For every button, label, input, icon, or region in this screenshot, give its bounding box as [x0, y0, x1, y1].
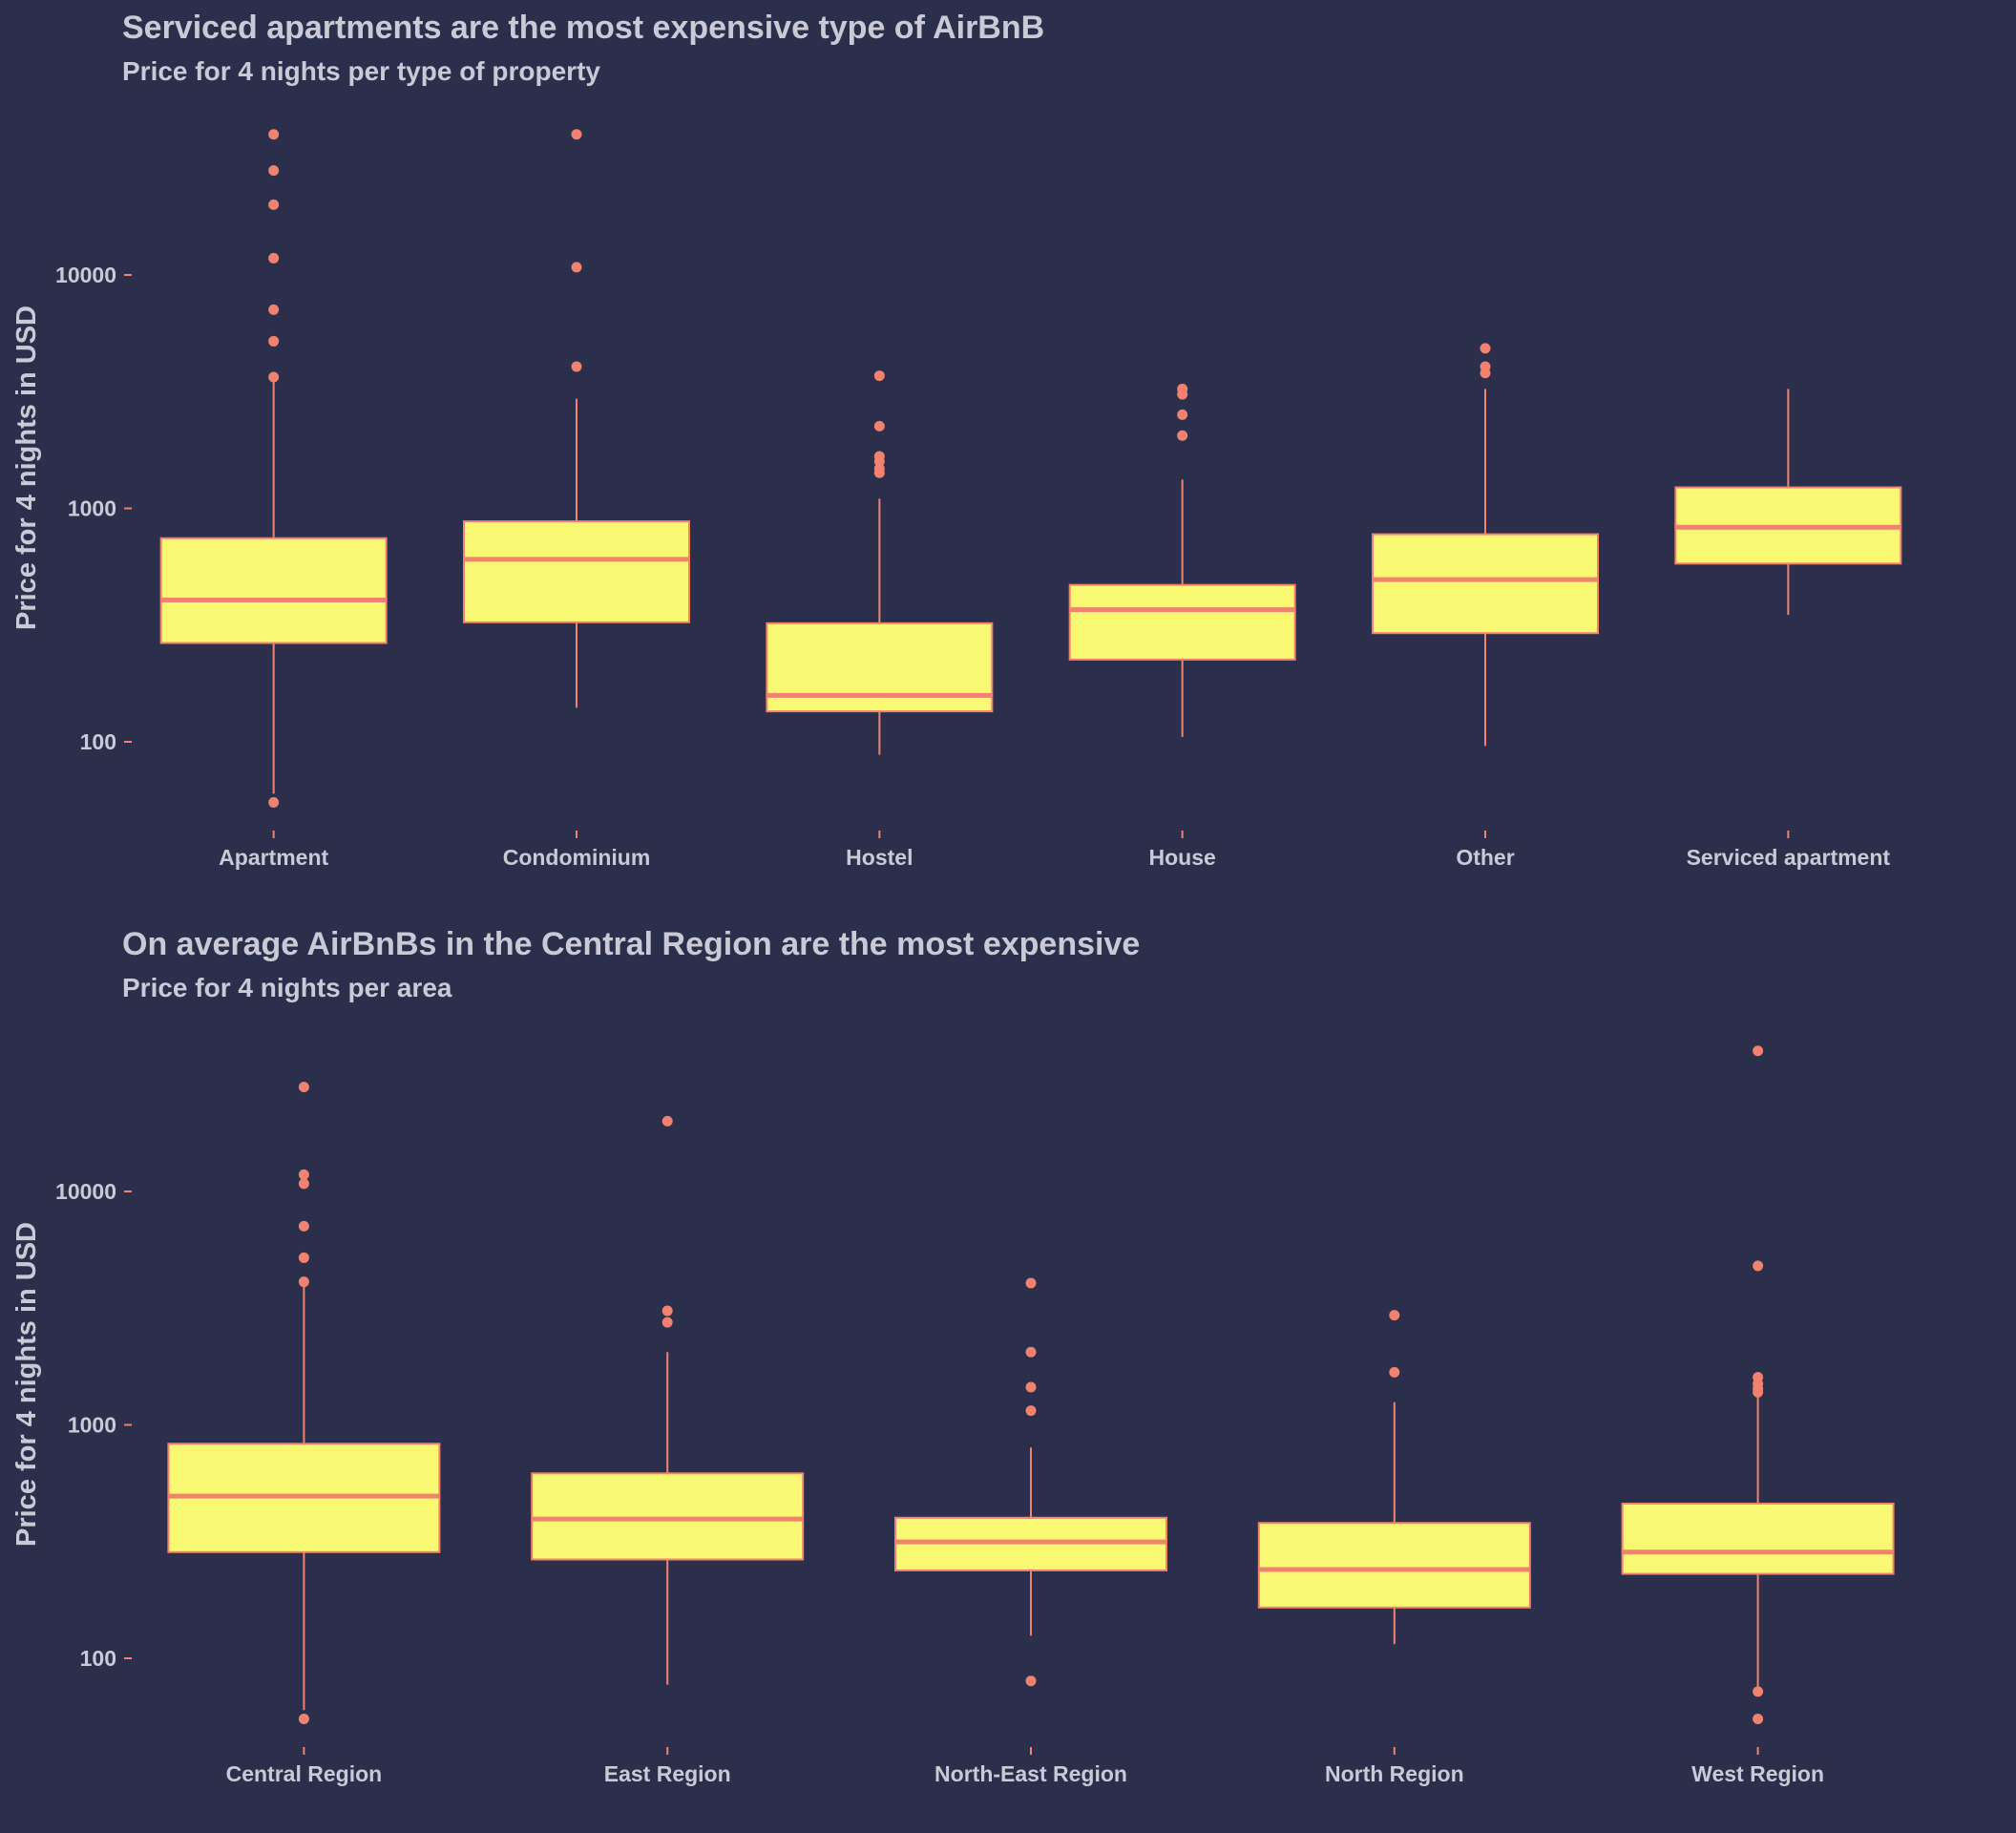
x-tick-label: Apartment — [219, 845, 328, 870]
chart-title: On average AirBnBs in the Central Region… — [122, 926, 1140, 962]
y-tick-label: 100 — [80, 1646, 116, 1671]
y-tick-label: 100 — [80, 729, 116, 754]
outlier-point — [1177, 430, 1188, 441]
x-tick-label: Other — [1456, 845, 1514, 870]
box-north-east-region: North-East Region — [894, 1277, 1167, 1786]
outlier-point — [298, 1220, 309, 1232]
outlier-point — [1753, 1260, 1764, 1272]
outlier-point — [873, 420, 885, 432]
outlier-point — [268, 335, 280, 347]
box-other: Other — [1372, 343, 1599, 870]
outlier-point — [298, 1082, 309, 1093]
chart-panel-property-type: Serviced apartments are the most expensi… — [11, 10, 1902, 870]
box-serviced-apartment: Serviced apartment — [1674, 389, 1902, 870]
box-condominium: Condominium — [463, 129, 690, 870]
outlier-point — [662, 1115, 673, 1127]
outlier-point — [1753, 1372, 1764, 1383]
outlier-point — [298, 1178, 309, 1190]
box-apartment: Apartment — [159, 129, 388, 870]
outlier-point — [662, 1317, 673, 1328]
x-tick-label: Condominium — [503, 845, 651, 870]
outlier-point — [1025, 1277, 1037, 1289]
outlier-point — [298, 1252, 309, 1263]
x-tick-label: Serviced apartment — [1687, 845, 1891, 870]
outlier-point — [268, 165, 280, 177]
box-iqr — [1621, 1502, 1895, 1575]
outlier-point — [1480, 343, 1491, 354]
x-tick-label: House — [1149, 845, 1216, 870]
outlier-point — [1753, 1713, 1764, 1724]
outlier-point — [873, 463, 885, 474]
outlier-point — [873, 451, 885, 462]
box-iqr — [1068, 583, 1296, 661]
box-iqr — [463, 520, 690, 623]
box-house: House — [1068, 383, 1296, 870]
outlier-point — [662, 1305, 673, 1317]
box-east-region: East Region — [531, 1115, 805, 1786]
box-iqr — [159, 537, 388, 644]
outlier-point — [571, 129, 582, 140]
outlier-point — [571, 262, 582, 273]
outlier-point — [1025, 1405, 1037, 1417]
box-west-region: West Region — [1621, 1045, 1895, 1786]
box-iqr — [1257, 1522, 1531, 1609]
outlier-point — [873, 370, 885, 382]
chart-subtitle: Price for 4 nights per area — [122, 973, 452, 1002]
y-axis-label: Price for 4 nights in USD — [11, 306, 42, 630]
plot-area: 100 1000 10000 Apartment Condominium Hostel Ho… — [55, 129, 1902, 870]
outlier-point — [298, 1713, 309, 1724]
x-tick-label: Central Region — [226, 1761, 383, 1786]
x-tick-label: North Region — [1325, 1761, 1464, 1786]
chart-subtitle: Price for 4 nights per type of property — [122, 56, 600, 86]
plot-area: 100 1000 10000 Central Region East Region Nor… — [55, 1045, 1895, 1786]
box-iqr — [766, 622, 994, 713]
outlier-point — [298, 1276, 309, 1288]
outlier-point — [268, 252, 280, 263]
outlier-point — [268, 129, 280, 140]
chart-title: Serviced apartments are the most expensi… — [122, 10, 1044, 46]
outlier-point — [1753, 1045, 1764, 1057]
box-iqr — [531, 1472, 805, 1561]
outlier-point — [268, 796, 280, 808]
x-tick-label: East Region — [604, 1761, 731, 1786]
outlier-point — [1753, 1686, 1764, 1697]
y-axis-label: Price for 4 nights in USD — [11, 1222, 42, 1547]
outlier-point — [571, 361, 582, 372]
box-hostel: Hostel — [766, 370, 994, 870]
y-tick-label: 1000 — [68, 1413, 116, 1438]
box-central-region: Central Region — [167, 1082, 441, 1786]
outlier-point — [1025, 1675, 1037, 1687]
box-iqr — [1372, 533, 1599, 635]
y-tick-label: 10000 — [55, 263, 116, 287]
chart-panel-area: On average AirBnBs in the Central Region… — [11, 926, 1895, 1786]
x-tick-label: North-East Region — [934, 1761, 1127, 1786]
outlier-point — [1177, 409, 1188, 420]
x-tick-label: Hostel — [846, 845, 913, 870]
outlier-point — [268, 304, 280, 315]
outlier-point — [1025, 1381, 1037, 1393]
outlier-point — [268, 199, 280, 210]
box-north-region: North Region — [1257, 1310, 1531, 1786]
outlier-point — [268, 371, 280, 383]
outlier-point — [1389, 1310, 1400, 1321]
y-tick-label: 1000 — [68, 496, 116, 521]
y-tick-label: 10000 — [55, 1179, 116, 1204]
outlier-point — [1025, 1346, 1037, 1358]
x-tick-label: West Region — [1691, 1761, 1824, 1786]
outlier-point — [298, 1169, 309, 1180]
outlier-point — [1177, 383, 1188, 394]
outlier-point — [1389, 1366, 1400, 1378]
outlier-point — [1480, 361, 1491, 372]
